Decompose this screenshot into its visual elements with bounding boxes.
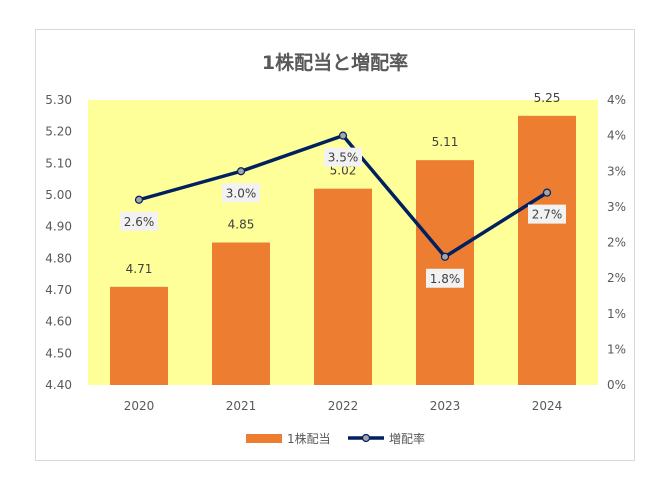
bar	[518, 115, 576, 385]
y-left-tick-label: 5.20	[45, 125, 72, 139]
y-left-tick-label: 4.60	[45, 315, 72, 329]
line-point	[440, 252, 450, 261]
y-left-tick-label: 5.00	[45, 188, 72, 202]
y-right-tick-label: 4%	[607, 93, 626, 107]
x-tick-label: 2024	[532, 399, 563, 413]
y-right-tick-label: 2%	[607, 271, 626, 285]
y-right-tick-label: 3%	[607, 200, 626, 214]
bar-data-label: 4.71	[126, 262, 153, 276]
y-right-tick-label: 0%	[607, 378, 626, 392]
legend-bar-label: 1株配当	[287, 431, 331, 446]
x-tick-label: 2022	[328, 399, 359, 413]
line-point	[542, 188, 552, 197]
y-left-tick-label: 5.10	[45, 156, 72, 170]
point-data-label: 3.0%	[226, 186, 257, 200]
x-tick-label: 2021	[226, 399, 257, 413]
chart-title: 1株配当と増配率	[262, 51, 408, 74]
bar-data-label: 5.02	[330, 164, 357, 178]
point-label-box	[222, 183, 260, 203]
bar	[314, 188, 372, 385]
y-right-tick-label: 1%	[607, 307, 626, 321]
y-left-tick-label: 4.40	[45, 378, 72, 392]
line-point	[338, 131, 348, 140]
point-data-label: 2.7%	[532, 208, 563, 222]
point-data-label: 1.8%	[430, 272, 461, 286]
y-left-tick-label: 4.50	[45, 346, 72, 360]
x-tick-label: 2020	[124, 399, 155, 413]
bar	[212, 242, 270, 385]
point-data-label: 3.5%	[328, 151, 359, 165]
y-left-tick-label: 4.80	[45, 251, 72, 265]
point-label-box	[324, 147, 362, 167]
line-point	[236, 167, 246, 176]
y-left-tick-label: 5.30	[45, 93, 72, 107]
legend-bar-swatch	[246, 434, 282, 443]
y-right-tick-label: 2%	[607, 236, 626, 250]
bar-data-label: 5.25	[534, 91, 561, 105]
y-right-tick-label: 4%	[607, 129, 626, 143]
point-data-label: 2.6%	[124, 215, 155, 229]
y-left-tick-label: 4.90	[45, 220, 72, 234]
line-point	[134, 195, 144, 204]
x-tick-label: 2023	[430, 399, 461, 413]
bar	[110, 286, 168, 385]
legend-line-marker	[361, 433, 371, 443]
bar-data-label: 4.85	[228, 218, 255, 232]
y-left-tick-label: 4.70	[45, 283, 72, 297]
y-right-tick-label: 3%	[607, 164, 626, 178]
point-label-box	[120, 211, 158, 231]
point-label-box	[528, 204, 566, 224]
bar-data-label: 5.11	[432, 135, 459, 149]
y-right-tick-label: 1%	[607, 342, 626, 356]
legend-line-label: 増配率	[389, 431, 425, 446]
point-label-box	[426, 268, 464, 288]
